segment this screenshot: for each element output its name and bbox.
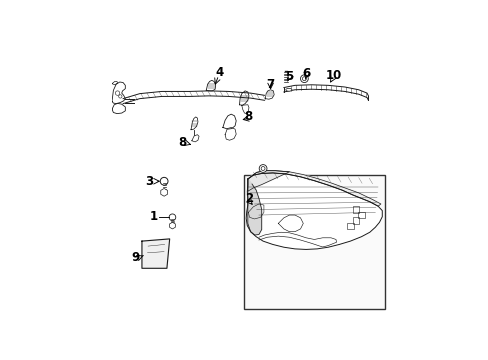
Text: 8: 8 [178, 136, 186, 149]
Text: 1: 1 [150, 210, 158, 223]
Polygon shape [245, 173, 382, 249]
Text: 3: 3 [144, 175, 153, 188]
Polygon shape [247, 171, 380, 206]
Bar [352, 206, 359, 213]
Text: 5: 5 [285, 70, 293, 83]
Polygon shape [142, 239, 169, 268]
Text: 6: 6 [302, 67, 310, 80]
Bar [357, 212, 364, 219]
Circle shape [259, 165, 266, 172]
Bar [352, 217, 359, 224]
Text: 8: 8 [244, 110, 252, 123]
Text: 9: 9 [131, 251, 139, 264]
Text: 2: 2 [244, 192, 252, 205]
Polygon shape [247, 179, 261, 235]
Ellipse shape [285, 89, 291, 91]
Bar [346, 223, 353, 229]
Circle shape [261, 167, 264, 170]
Text: 10: 10 [325, 69, 341, 82]
Polygon shape [247, 171, 289, 191]
Bar [243, 175, 384, 309]
Text: 4: 4 [215, 66, 223, 78]
Text: 7: 7 [266, 78, 274, 91]
